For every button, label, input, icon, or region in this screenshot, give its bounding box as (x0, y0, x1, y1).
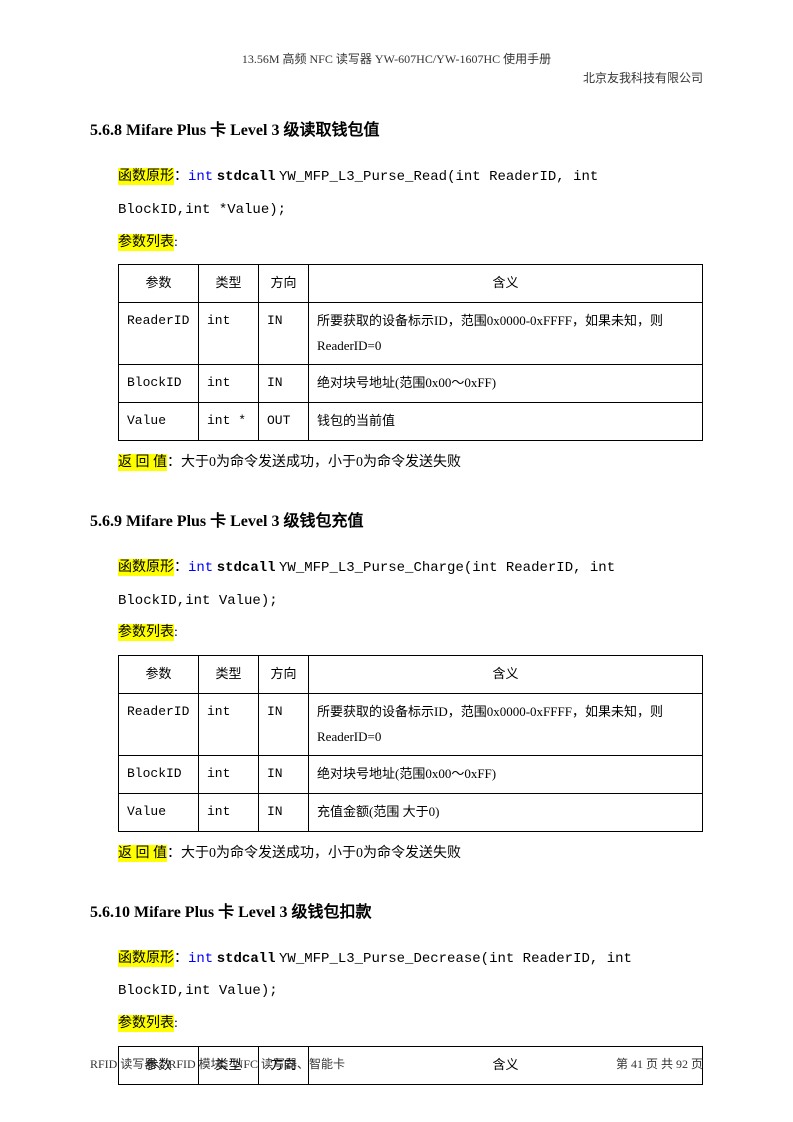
label-highlight: 返 回 值 (118, 845, 167, 862)
return-value-line: 返 回 值：大于0为命令发送成功，小于0为命令发送失败 (118, 840, 703, 868)
func-sig: (int ReaderID, int (447, 169, 598, 185)
function-prototype: 函数原形：int stdcall YW_MFP_L3_Purse_Decreas… (118, 944, 703, 975)
th-meaning: 含义 (309, 265, 703, 303)
func-sig-line2: BlockID,int Value); (118, 976, 703, 1007)
cell: BlockID (119, 756, 199, 794)
param-label-line: 参数列表: (118, 228, 703, 259)
th-dir: 方向 (259, 265, 309, 303)
cell: int (199, 693, 259, 755)
cell: int * (199, 403, 259, 441)
section-title-568: 5.6.8 Mifare Plus 卡 Level 3 级读取钱包值 (90, 116, 703, 140)
cell: IN (259, 693, 309, 755)
param-label-line: 参数列表: (118, 618, 703, 649)
cell: int (199, 756, 259, 794)
label-highlight: 返 回 值 (118, 454, 167, 471)
label-highlight: 参数列表 (118, 1015, 174, 1032)
keyword-int: int (188, 951, 213, 967)
cell: int (199, 365, 259, 403)
cell: 钱包的当前值 (309, 403, 703, 441)
keyword-stdcall: stdcall (217, 560, 276, 576)
section-content-568: 函数原形：int stdcall YW_MFP_L3_Purse_Read(in… (118, 162, 703, 477)
section-title-5610: 5.6.10 Mifare Plus 卡 Level 3 级钱包扣款 (90, 898, 703, 922)
param-table-568: 参数 类型 方向 含义 ReaderID int IN 所要获取的设备标示ID，… (118, 264, 703, 440)
cell: BlockID (119, 365, 199, 403)
return-value-line: 返 回 值：大于0为命令发送成功，小于0为命令发送失败 (118, 449, 703, 477)
th-meaning: 含义 (309, 656, 703, 694)
param-label-line: 参数列表: (118, 1009, 703, 1040)
table-row: Value int IN 充值金额(范围 大于0) (119, 793, 703, 831)
page-header-company: 北京友我科技有限公司 (90, 69, 703, 86)
label-highlight: 函数原形 (118, 168, 174, 185)
label-highlight: 函数原形 (118, 950, 174, 967)
table-row: ReaderID int IN 所要获取的设备标示ID，范围0x0000-0xF… (119, 303, 703, 365)
th-type: 类型 (199, 265, 259, 303)
table-header-row: 参数 类型 方向 含义 (119, 656, 703, 694)
cell: ReaderID (119, 693, 199, 755)
func-sig-line2: BlockID,int *Value); (118, 195, 703, 226)
table-row: ReaderID int IN 所要获取的设备标示ID，范围0x0000-0xF… (119, 693, 703, 755)
function-prototype: 函数原形：int stdcall YW_MFP_L3_Purse_Read(in… (118, 162, 703, 193)
table-row: BlockID int IN 绝对块号地址(范围0x00～0xFF) (119, 365, 703, 403)
section-title-569: 5.6.9 Mifare Plus 卡 Level 3 级钱包充值 (90, 507, 703, 531)
section-heading: Mifare Plus 卡 Level 3 级钱包充值 (126, 513, 363, 530)
cell: IN (259, 365, 309, 403)
th-param: 参数 (119, 656, 199, 694)
function-prototype: 函数原形：int stdcall YW_MFP_L3_Purse_Charge(… (118, 553, 703, 584)
func-name: YW_MFP_L3_Purse_Decrease (279, 951, 481, 967)
label-highlight: 参数列表 (118, 624, 174, 641)
page-header-title: 13.56M 高频 NFC 读写器 YW-607HC/YW-1607HC 使用手… (90, 50, 703, 67)
func-sig: (int ReaderID, int (464, 560, 615, 576)
section-content-569: 函数原形：int stdcall YW_MFP_L3_Purse_Charge(… (118, 553, 703, 868)
func-sig: (int ReaderID, int (481, 951, 632, 967)
table-header-row: 参数 类型 方向 含义 (119, 265, 703, 303)
func-name: YW_MFP_L3_Purse_Read (279, 169, 447, 185)
keyword-int: int (188, 169, 213, 185)
label-highlight: 参数列表 (118, 234, 174, 251)
section-num: 5.6.8 (90, 122, 122, 139)
keyword-int: int (188, 560, 213, 576)
cell: Value (119, 793, 199, 831)
cell: 绝对块号地址(范围0x00～0xFF) (309, 365, 703, 403)
table-row: Value int * OUT 钱包的当前值 (119, 403, 703, 441)
section-heading: Mifare Plus 卡 Level 3 级读取钱包值 (126, 122, 379, 139)
section-num: 5.6.10 (90, 904, 130, 921)
cell: IN (259, 303, 309, 365)
cell: OUT (259, 403, 309, 441)
section-num: 5.6.9 (90, 513, 122, 530)
footer-left: RFID 读写器、RFID 模块、NFC 读写器、智能卡 (90, 1055, 345, 1072)
cell: 充值金额(范围 大于0) (309, 793, 703, 831)
page-footer: RFID 读写器、RFID 模块、NFC 读写器、智能卡 第 41 页 共 92… (90, 1055, 703, 1072)
th-param: 参数 (119, 265, 199, 303)
func-name: YW_MFP_L3_Purse_Charge (279, 560, 464, 576)
th-type: 类型 (199, 656, 259, 694)
cell: Value (119, 403, 199, 441)
param-table-569: 参数 类型 方向 含义 ReaderID int IN 所要获取的设备标示ID，… (118, 655, 703, 831)
cell: ReaderID (119, 303, 199, 365)
return-text: ：大于0为命令发送成功，小于0为命令发送失败 (167, 455, 461, 470)
cell: int (199, 303, 259, 365)
cell: IN (259, 793, 309, 831)
return-text: ：大于0为命令发送成功，小于0为命令发送失败 (167, 846, 461, 861)
keyword-stdcall: stdcall (217, 951, 276, 967)
cell: IN (259, 756, 309, 794)
cell: 绝对块号地址(范围0x00～0xFF) (309, 756, 703, 794)
cell: int (199, 793, 259, 831)
cell: 所要获取的设备标示ID，范围0x0000-0xFFFF，如果未知，则Reader… (309, 693, 703, 755)
footer-right: 第 41 页 共 92 页 (616, 1055, 703, 1072)
func-sig-line2: BlockID,int Value); (118, 586, 703, 617)
keyword-stdcall: stdcall (217, 169, 276, 185)
section-heading: Mifare Plus 卡 Level 3 级钱包扣款 (134, 904, 371, 921)
cell: 所要获取的设备标示ID，范围0x0000-0xFFFF，如果未知，则Reader… (309, 303, 703, 365)
table-row: BlockID int IN 绝对块号地址(范围0x00～0xFF) (119, 756, 703, 794)
th-dir: 方向 (259, 656, 309, 694)
label-highlight: 函数原形 (118, 559, 174, 576)
